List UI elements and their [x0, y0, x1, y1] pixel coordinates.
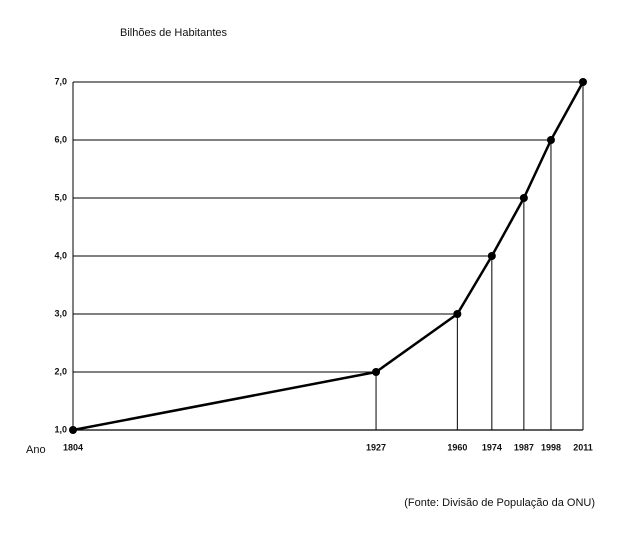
x-tick-label: 2011 — [573, 442, 593, 452]
x-tick-label: 1998 — [541, 442, 561, 452]
y-tick-label: 7,0 — [54, 76, 67, 86]
y-tick-label: 4,0 — [54, 250, 67, 260]
point — [579, 78, 587, 86]
x-tick-label: 1927 — [366, 442, 386, 452]
x-tick-label: 1804 — [63, 442, 83, 452]
y-tick-label: 1,0 — [54, 424, 67, 434]
point — [487, 252, 496, 260]
x-axis-label: Ano — [26, 444, 46, 456]
x-tick-label: 1974 — [482, 442, 502, 452]
y-tick-label: 6,0 — [54, 134, 67, 144]
point — [69, 426, 77, 434]
point — [519, 194, 528, 202]
x-tick-label: 1960 — [447, 442, 467, 452]
source-note: (Fonte: Divisão de População da ONU) — [404, 497, 595, 509]
point — [372, 368, 381, 376]
x-tick-label: 1987 — [514, 442, 534, 452]
y-tick-label: 2,0 — [54, 366, 67, 376]
chart-title: Bilhões de Habitantes — [120, 27, 228, 39]
point — [453, 310, 462, 318]
point — [546, 136, 555, 144]
y-tick-label: 3,0 — [54, 308, 67, 318]
y-tick-label: 5,0 — [54, 192, 67, 202]
